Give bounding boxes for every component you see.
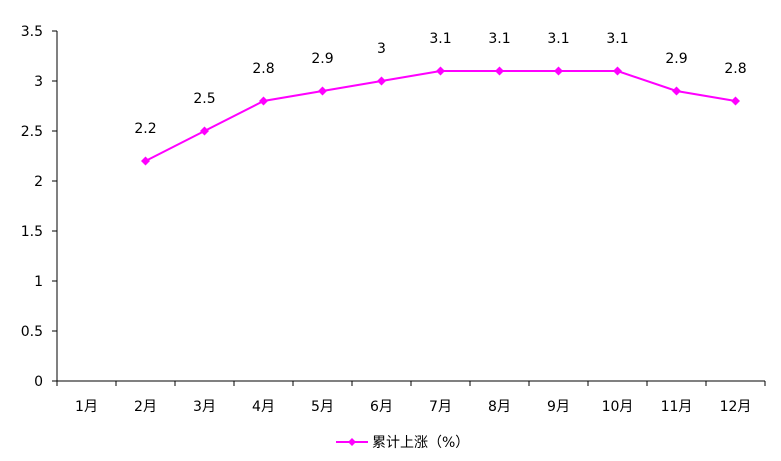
x-tick-label: 10月: [602, 399, 634, 415]
series-group: 2.2 2.5 2.8 2.9 3 3.1 3.1 3.1 3.1 2.9 2.8: [134, 31, 747, 166]
data-label: 3.1: [547, 31, 569, 47]
data-point-marker: [259, 96, 268, 106]
data-point-marker: [554, 66, 563, 76]
y-tick-label: 3.5: [21, 24, 43, 40]
data-point-marker: [200, 126, 209, 136]
y-tick-label: 0.5: [21, 324, 43, 340]
data-point-marker: [495, 66, 504, 76]
x-tick-label: 3月: [193, 399, 216, 415]
legend-diamond-marker: [348, 438, 356, 446]
data-point-marker: [377, 76, 386, 86]
data-label: 3.1: [606, 31, 628, 47]
x-tick-label: 12月: [720, 399, 752, 415]
chart-axes: [56, 31, 765, 382]
data-label: 3.1: [429, 31, 451, 47]
data-point-marker: [141, 156, 150, 166]
legend-label: 累计上涨（%）: [372, 435, 469, 451]
data-point-marker: [318, 86, 327, 96]
x-tick-label: 11月: [661, 399, 693, 415]
legend: 累计上涨（%）: [336, 435, 469, 451]
y-tick-label: 2.5: [21, 124, 43, 140]
data-label: 2.9: [665, 51, 687, 67]
data-label: 2.8: [724, 61, 746, 77]
x-tick-label: 5月: [311, 399, 334, 415]
x-tick-label: 8月: [488, 399, 511, 415]
y-tick-label: 1: [34, 274, 43, 290]
y-axis-ticks: 0 0.5 1 1.5 2 2.5 3 3.5: [21, 24, 57, 390]
y-tick-label: 2: [34, 174, 43, 190]
x-tick-label: 1月: [75, 399, 98, 415]
data-label: 2.8: [252, 61, 274, 77]
data-point-marker: [436, 66, 445, 76]
series-line: [145, 70, 736, 162]
data-label: 2.9: [311, 51, 333, 67]
data-label: 2.5: [193, 91, 215, 107]
x-tick-label: 6月: [370, 399, 393, 415]
x-tick-label: 4月: [252, 399, 275, 415]
x-tick-label: 9月: [547, 399, 570, 415]
x-tick-label: 2月: [134, 399, 157, 415]
data-label: 2.2: [134, 121, 156, 137]
data-label: 3.1: [488, 31, 510, 47]
y-tick-label: 0: [34, 374, 43, 390]
x-axis-ticks: 1月 2月 3月 4月 5月 6月 7月 8月 9月 10月 11月 12月: [56, 381, 766, 415]
data-point-marker: [613, 66, 622, 76]
data-point-marker: [672, 86, 681, 96]
data-point-marker: [731, 96, 740, 106]
x-tick-label: 7月: [429, 399, 452, 415]
y-tick-label: 1.5: [21, 224, 43, 240]
data-label: 3: [377, 41, 386, 57]
y-tick-label: 3: [34, 74, 43, 90]
